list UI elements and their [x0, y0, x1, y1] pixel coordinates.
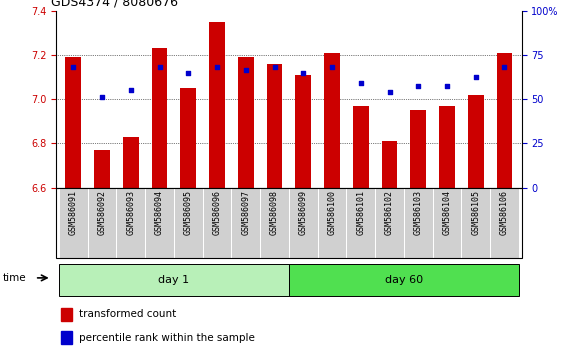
Point	[385, 90, 394, 95]
Text: GSM586091: GSM586091	[69, 190, 78, 235]
Text: GSM586096: GSM586096	[213, 190, 222, 235]
Bar	[66, 57, 81, 188]
Point	[471, 74, 480, 80]
FancyBboxPatch shape	[375, 188, 404, 258]
FancyBboxPatch shape	[174, 188, 203, 258]
Text: day 1: day 1	[158, 275, 190, 285]
Text: GSM586099: GSM586099	[299, 190, 308, 235]
FancyBboxPatch shape	[289, 188, 318, 258]
Point	[126, 87, 135, 93]
Bar	[61, 308, 72, 321]
Point	[98, 94, 107, 100]
Bar	[209, 22, 225, 188]
Text: GSM586092: GSM586092	[98, 190, 107, 235]
FancyBboxPatch shape	[232, 188, 260, 258]
Text: GDS4374 / 8080676: GDS4374 / 8080676	[52, 0, 178, 8]
Point	[328, 64, 337, 70]
Point	[270, 64, 279, 70]
Bar	[181, 88, 196, 188]
Point	[213, 64, 222, 70]
Bar	[496, 53, 512, 188]
Text: GSM586106: GSM586106	[500, 190, 509, 235]
Text: GSM586093: GSM586093	[126, 190, 135, 235]
FancyBboxPatch shape	[59, 188, 88, 258]
FancyBboxPatch shape	[289, 264, 519, 296]
FancyBboxPatch shape	[346, 188, 375, 258]
FancyBboxPatch shape	[318, 188, 346, 258]
Bar	[151, 48, 168, 188]
Point	[241, 68, 250, 73]
FancyBboxPatch shape	[490, 188, 519, 258]
Bar	[296, 75, 311, 188]
Bar	[238, 57, 254, 188]
Text: GSM586094: GSM586094	[155, 190, 164, 235]
Point	[414, 83, 423, 89]
Text: GSM586097: GSM586097	[241, 190, 250, 235]
Point	[443, 83, 452, 89]
FancyBboxPatch shape	[433, 188, 461, 258]
FancyBboxPatch shape	[404, 188, 433, 258]
Bar	[381, 141, 397, 188]
Bar	[410, 110, 426, 188]
Bar	[94, 150, 110, 188]
Text: GSM586101: GSM586101	[356, 190, 365, 235]
Point	[299, 70, 308, 75]
Text: GSM586102: GSM586102	[385, 190, 394, 235]
Text: transformed count: transformed count	[79, 309, 176, 319]
FancyBboxPatch shape	[145, 188, 174, 258]
Bar	[266, 64, 282, 188]
Text: percentile rank within the sample: percentile rank within the sample	[79, 333, 255, 343]
Bar	[61, 331, 72, 344]
FancyBboxPatch shape	[260, 188, 289, 258]
FancyBboxPatch shape	[461, 188, 490, 258]
Point	[500, 64, 509, 70]
Point	[184, 70, 193, 75]
Bar	[439, 106, 455, 188]
Bar	[353, 106, 369, 188]
Text: GSM586104: GSM586104	[443, 190, 452, 235]
Bar	[123, 137, 139, 188]
FancyBboxPatch shape	[203, 188, 232, 258]
Text: day 60: day 60	[385, 275, 423, 285]
Point	[69, 64, 78, 70]
Point	[155, 64, 164, 70]
FancyBboxPatch shape	[59, 264, 289, 296]
Text: GSM586105: GSM586105	[471, 190, 480, 235]
Text: GSM586100: GSM586100	[328, 190, 337, 235]
FancyBboxPatch shape	[88, 188, 117, 258]
FancyBboxPatch shape	[117, 188, 145, 258]
Bar	[324, 53, 340, 188]
Point	[356, 80, 365, 85]
Text: time: time	[3, 273, 26, 283]
Text: GSM586095: GSM586095	[184, 190, 193, 235]
Text: GSM586098: GSM586098	[270, 190, 279, 235]
Bar	[468, 95, 484, 188]
Text: GSM586103: GSM586103	[414, 190, 423, 235]
